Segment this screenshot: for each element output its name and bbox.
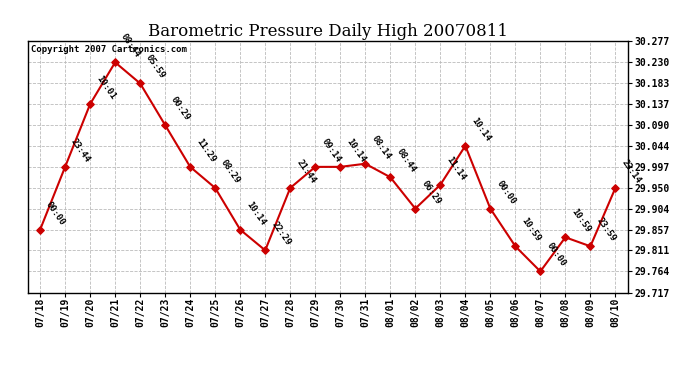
Point [385, 174, 396, 180]
Text: 00:29: 00:29 [169, 95, 192, 122]
Point [310, 164, 321, 170]
Text: 11:29: 11:29 [195, 137, 217, 164]
Text: 10:01: 10:01 [95, 74, 117, 101]
Text: 10:14: 10:14 [344, 137, 367, 164]
Text: Copyright 2007 Cartronics.com: Copyright 2007 Cartronics.com [30, 45, 186, 54]
Text: 08:29: 08:29 [219, 158, 242, 185]
Point [510, 243, 521, 249]
Text: 00:00: 00:00 [544, 242, 567, 268]
Text: 23:44: 23:44 [69, 137, 92, 164]
Text: 08:44: 08:44 [395, 147, 417, 174]
Point [135, 80, 146, 86]
Text: 22:29: 22:29 [269, 220, 292, 248]
Point [34, 227, 46, 233]
Title: Barometric Pressure Daily High 20070811: Barometric Pressure Daily High 20070811 [148, 23, 508, 40]
Point [410, 206, 421, 212]
Point [335, 164, 346, 170]
Point [359, 161, 371, 167]
Text: 21:44: 21:44 [295, 158, 317, 185]
Text: 08:14: 08:14 [369, 134, 392, 161]
Text: 23:14: 23:14 [620, 158, 642, 185]
Point [210, 185, 221, 191]
Point [460, 143, 471, 149]
Point [85, 101, 96, 107]
Text: 05:59: 05:59 [144, 54, 167, 81]
Point [235, 227, 246, 233]
Point [485, 206, 496, 212]
Text: 00:00: 00:00 [44, 200, 67, 227]
Text: 10:59: 10:59 [569, 207, 592, 234]
Text: 08:44: 08:44 [119, 32, 142, 60]
Point [535, 268, 546, 274]
Point [185, 164, 196, 170]
Point [560, 234, 571, 240]
Point [585, 243, 596, 249]
Point [159, 122, 170, 128]
Text: 09:14: 09:14 [319, 137, 342, 164]
Point [259, 248, 270, 254]
Point [610, 185, 621, 191]
Text: 06:29: 06:29 [420, 178, 442, 206]
Text: 10:14: 10:14 [244, 200, 267, 227]
Point [435, 182, 446, 188]
Text: 11:14: 11:14 [444, 155, 467, 182]
Point [59, 164, 70, 170]
Text: 23:59: 23:59 [595, 216, 618, 243]
Point [110, 59, 121, 65]
Text: 00:00: 00:00 [495, 178, 518, 206]
Text: 10:59: 10:59 [520, 216, 542, 243]
Point [285, 185, 296, 191]
Text: 10:14: 10:14 [469, 116, 492, 143]
